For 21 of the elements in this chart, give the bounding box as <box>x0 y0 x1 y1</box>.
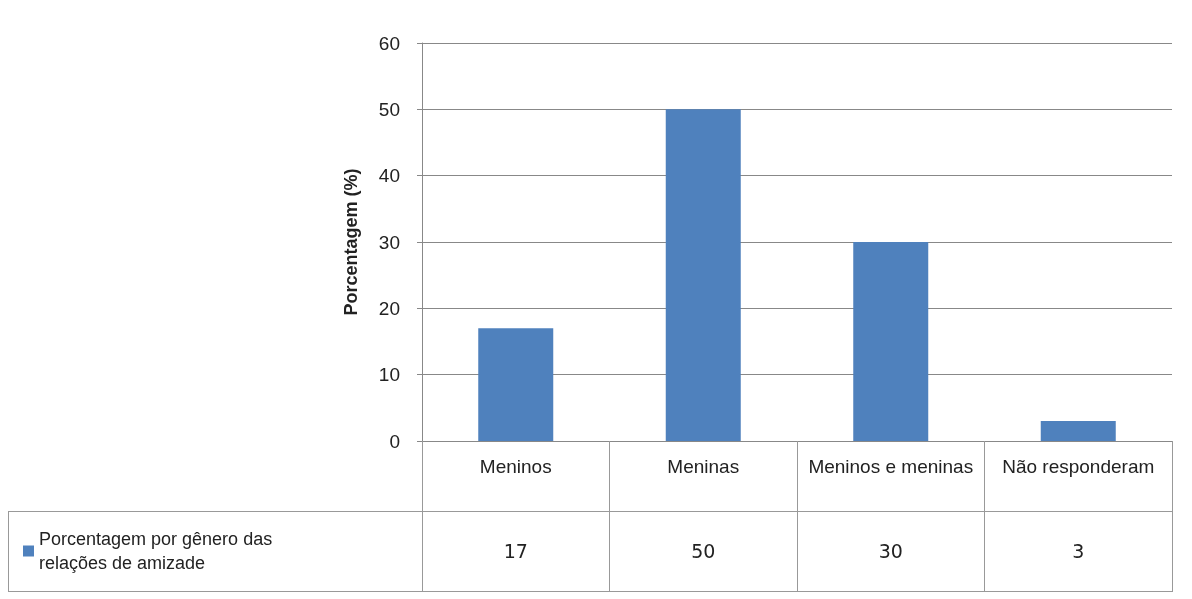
x-tick-label: Não responderam <box>1002 455 1155 477</box>
x-tick-label: Meninos <box>479 455 552 477</box>
legend-label: Porcentagem por gênero das relações de amizade <box>39 529 278 573</box>
y-tick-label: 50 <box>378 98 400 120</box>
data-label: 50 <box>609 511 797 591</box>
data-label: 30 <box>797 511 985 591</box>
y-axis-title: Porcentagem (%) <box>341 168 361 316</box>
x-tick-label: Meninas <box>667 455 740 477</box>
data-label: 3 <box>984 511 1172 591</box>
bar <box>1040 421 1116 441</box>
y-tick-label: 40 <box>378 165 400 187</box>
bar <box>853 242 929 441</box>
bar <box>478 328 554 441</box>
y-tick-label: 60 <box>378 32 400 54</box>
y-tick-label: 30 <box>378 231 400 253</box>
data-label: 17 <box>422 511 610 591</box>
y-tick-label: 0 <box>389 430 400 452</box>
bar <box>665 109 741 441</box>
y-tick-label: 10 <box>378 364 400 386</box>
y-tick-label: 20 <box>378 297 400 319</box>
x-tick-label: Meninos e meninas <box>808 455 974 477</box>
